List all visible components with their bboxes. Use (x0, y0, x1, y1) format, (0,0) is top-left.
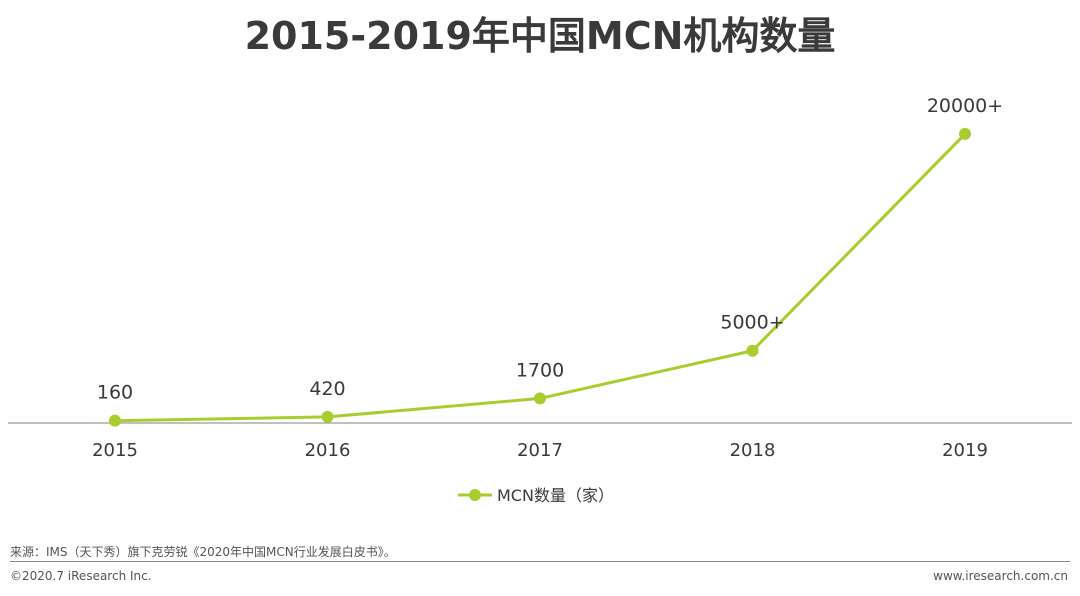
data-label: 5000+ (720, 312, 784, 334)
data-label: 420 (309, 378, 345, 400)
x-tick-label: 2017 (517, 440, 563, 461)
data-label-layer: 160 420 1700 5000+ 20000+ (97, 95, 1003, 404)
x-tick-label-layer: 2015 2016 2017 2018 2019 (92, 440, 988, 461)
website-link[interactable]: www.iresearch.com.cn (933, 569, 1068, 583)
data-label: 1700 (516, 359, 564, 381)
data-point (959, 127, 971, 140)
chart-title: 2015-2019年中国MCN机构数量 (244, 14, 836, 58)
legend-label: MCN数量（家） (497, 486, 614, 505)
x-tick-label: 2019 (942, 440, 988, 461)
copyright-text: ©2020.7 iResearch Inc. (10, 569, 152, 583)
legend-marker (469, 489, 481, 501)
legend: MCN数量（家） (458, 486, 614, 505)
data-label: 20000+ (927, 95, 1003, 117)
source-note: 来源：IMS（天下秀）旗下克劳锐《2020年中国MCN行业发展白皮书》。 (10, 544, 1070, 562)
data-label: 160 (97, 382, 133, 404)
x-tick-label: 2016 (305, 440, 351, 461)
x-tick-label: 2018 (730, 440, 776, 461)
data-point (534, 392, 546, 405)
data-point (321, 410, 334, 423)
data-point (746, 344, 759, 357)
data-point (109, 414, 121, 427)
x-tick-label: 2015 (92, 440, 138, 461)
series-layer (109, 127, 971, 427)
